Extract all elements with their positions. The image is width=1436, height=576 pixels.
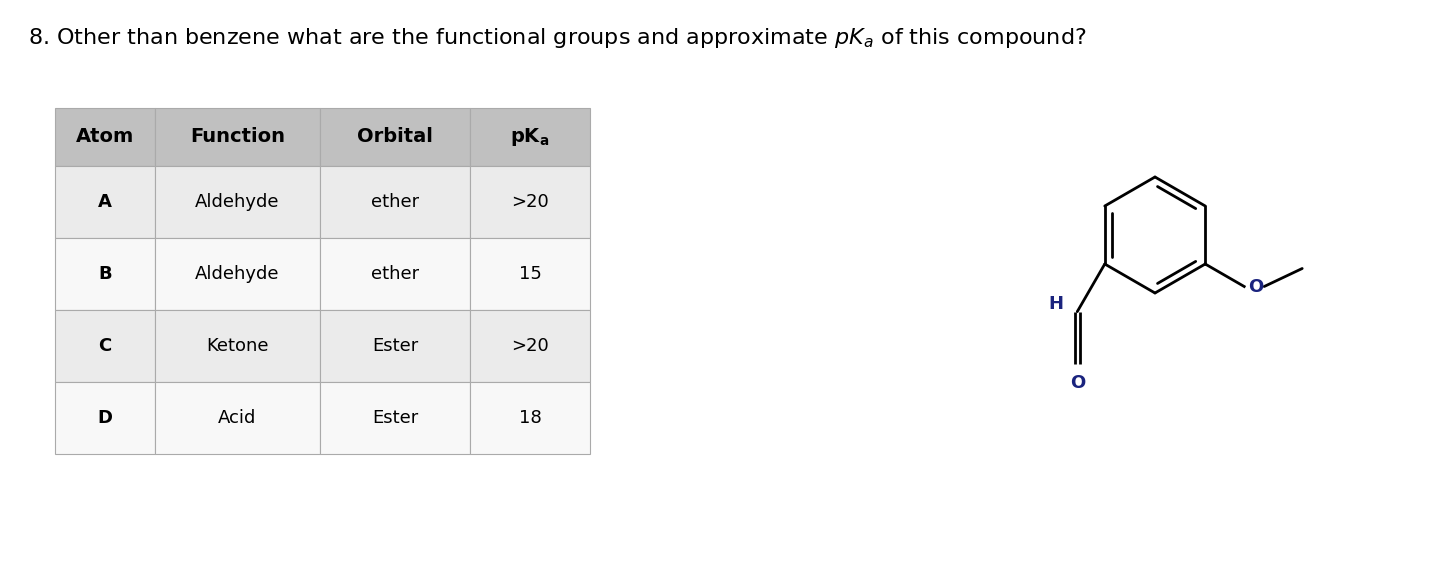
Bar [320,238,470,310]
Text: Orbital: Orbital [358,127,432,146]
Text: $\mathbf{pK_a}$: $\mathbf{pK_a}$ [510,126,550,148]
Text: >20: >20 [511,337,549,355]
Text: O: O [1070,374,1084,392]
Bar [55,310,155,382]
Text: ether: ether [370,265,419,283]
Text: Ester: Ester [372,337,418,355]
Bar [55,108,155,166]
Text: O: O [1248,278,1264,295]
Text: Ester: Ester [372,409,418,427]
Bar [155,310,320,382]
Text: Ketone: Ketone [207,337,269,355]
Bar [155,108,320,166]
Bar [55,166,155,238]
Bar [55,382,155,454]
Bar [320,310,470,382]
Text: Acid: Acid [218,409,257,427]
Text: 15: 15 [518,265,541,283]
Bar [55,238,155,310]
Bar [155,166,320,238]
Text: 8. Other than benzene what are the functional groups and approximate $pK_a$ of t: 8. Other than benzene what are the funct… [27,26,1087,50]
Text: ether: ether [370,193,419,211]
Text: C: C [99,337,112,355]
Bar [470,108,590,166]
Text: B: B [98,265,112,283]
Text: Aldehyde: Aldehyde [195,265,280,283]
Bar [155,382,320,454]
Text: Aldehyde: Aldehyde [195,193,280,211]
Bar [155,238,320,310]
Bar [470,166,590,238]
Bar [470,238,590,310]
Text: Function: Function [190,127,284,146]
Bar [320,108,470,166]
Text: >20: >20 [511,193,549,211]
Text: A: A [98,193,112,211]
Text: Atom: Atom [76,127,134,146]
Text: D: D [98,409,112,427]
Text: H: H [1048,295,1063,313]
Bar [470,382,590,454]
Bar [320,166,470,238]
Bar [470,310,590,382]
Text: 18: 18 [518,409,541,427]
Bar [320,382,470,454]
